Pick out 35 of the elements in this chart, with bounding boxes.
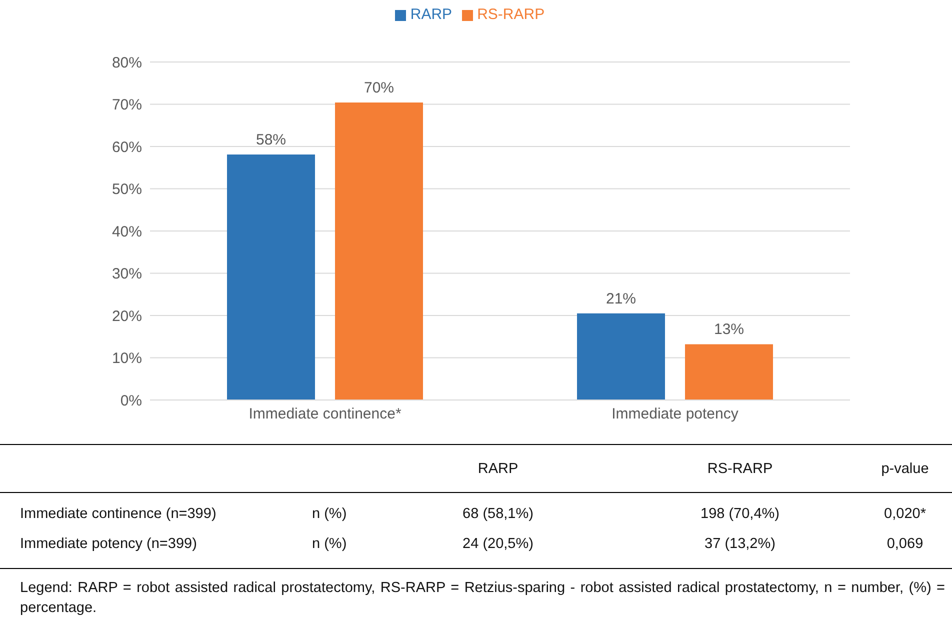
- data-label: 58%: [256, 132, 286, 149]
- x-tick-label: Immediate potency: [612, 406, 739, 423]
- legend-label: RARP: [410, 6, 452, 23]
- bar: [335, 102, 423, 400]
- text: RS-RARP: [707, 461, 773, 477]
- bar: [227, 154, 315, 400]
- y-tick-label: 30%: [112, 266, 142, 283]
- y-tick-label: 60%: [112, 138, 142, 156]
- data-label: 70%: [364, 80, 394, 97]
- x-tick-label: Immediate continence*: [248, 406, 402, 423]
- text: Immediate continence (n=399): [20, 506, 218, 522]
- data-label: 13%: [714, 321, 744, 338]
- bar: [685, 344, 773, 400]
- y-tick-label: 20%: [112, 308, 142, 325]
- text: 68 (58,1%): [462, 506, 534, 522]
- y-tick-label: 70%: [112, 96, 142, 114]
- text: n (%): [312, 506, 347, 522]
- text: 37 (13,2%): [704, 536, 776, 552]
- y-tick-label: 0%: [120, 392, 142, 410]
- bar: [577, 313, 665, 400]
- data-label: 21%: [606, 290, 636, 308]
- text: 0,069: [886, 536, 924, 552]
- y-tick-label: 10%: [112, 350, 142, 368]
- text: Immediate potency (n=399): [20, 536, 198, 552]
- y-tick-label: 50%: [112, 181, 142, 198]
- text: Legend: RARP = robot assisted radical prostatectomy, RS-RARP = Retzius-sparing - robot assisted radical prostatectomy, n = number, (%) = percentage.: [20, 579, 945, 618]
- y-tick-label: 40%: [112, 223, 142, 240]
- text: 24 (20,5%): [462, 536, 534, 552]
- text: p-value: [880, 461, 930, 477]
- legend-label: RS-RARP: [477, 6, 545, 23]
- text: n (%): [312, 536, 347, 552]
- text: RARP: [478, 461, 518, 477]
- text: 0,020*: [883, 506, 927, 522]
- y-tick-label: 80%: [112, 54, 142, 72]
- text: 198 (70,4%): [700, 506, 780, 522]
